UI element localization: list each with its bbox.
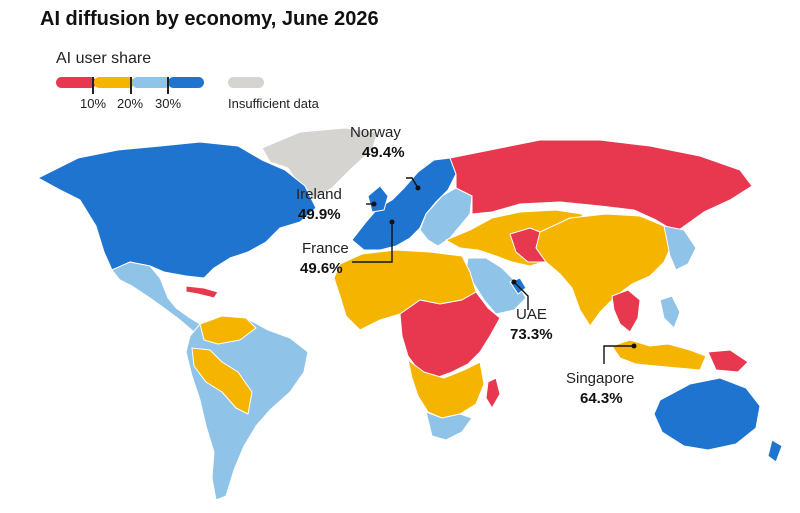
callout-leader-singapore [603, 345, 634, 364]
legend-tick-label-10: 10% [80, 96, 107, 111]
region-southeast-asia-mainland [611, 289, 641, 333]
callout-dot-uae [511, 279, 517, 285]
callout-uae-value: 73.3% [510, 326, 553, 343]
region-south-africa [425, 411, 473, 441]
legend-tick-20 [130, 77, 132, 94]
callout-ireland-name: Ireland [296, 186, 342, 203]
legend-tick-10 [92, 77, 94, 94]
region-peru-bolivia-paraguay [191, 347, 253, 415]
legend-tick-label-20: 20% [117, 96, 144, 111]
region-uk-ireland [367, 185, 389, 213]
callout-dot-norway [415, 185, 421, 191]
legend-tick-30 [167, 77, 169, 94]
callout-leader-norway [406, 177, 419, 189]
region-indonesia [611, 339, 707, 371]
callout-leader-uae [513, 281, 529, 310]
region-madagascar [485, 377, 501, 409]
region-south-asia-china [535, 213, 673, 327]
callout-dot-ireland [371, 201, 377, 207]
region-eastern-europe [419, 187, 473, 247]
region-philippines [659, 295, 681, 329]
callout-france-value: 49.6% [300, 260, 343, 277]
callout-singapore-value: 64.3% [580, 390, 623, 407]
region-east-asia [663, 225, 697, 271]
legend-swatch-20-30 [132, 77, 170, 88]
region-greenland [261, 127, 379, 201]
region-southern-africa [407, 359, 485, 419]
callout-singapore-name: Singapore [566, 370, 635, 387]
region-western-europe [351, 157, 457, 251]
legend-title: AI user share [56, 50, 152, 67]
callout-ireland-value: 49.9% [298, 206, 341, 223]
callout-norway-name: Norway [350, 124, 401, 141]
callout-norway-value: 49.4% [362, 144, 405, 161]
legend-swatch-above-30 [168, 77, 204, 88]
callout-leader-france [352, 222, 393, 263]
legend-insufficient-label: Insufficient data [228, 96, 319, 111]
legend-swatch-10-20 [94, 77, 134, 88]
region-australia [653, 377, 761, 451]
region-papua-new-guinea [707, 349, 749, 373]
callout-france-name: France [302, 240, 349, 257]
legend-swatch-insufficient [228, 77, 264, 88]
region-new-zealand [767, 439, 783, 463]
callout-dot-singapore [631, 343, 637, 349]
legend-swatch-below-10 [56, 77, 96, 88]
callout-dot-france [389, 219, 395, 225]
legend-tick-label-30: 30% [155, 96, 182, 111]
region-colombia-venezuela [199, 315, 257, 345]
region-cuba-haiti [185, 285, 219, 299]
callout-uae-name: UAE [516, 306, 547, 323]
map-title: AI diffusion by economy, June 2026 [40, 8, 379, 30]
region-north-america [37, 141, 317, 279]
